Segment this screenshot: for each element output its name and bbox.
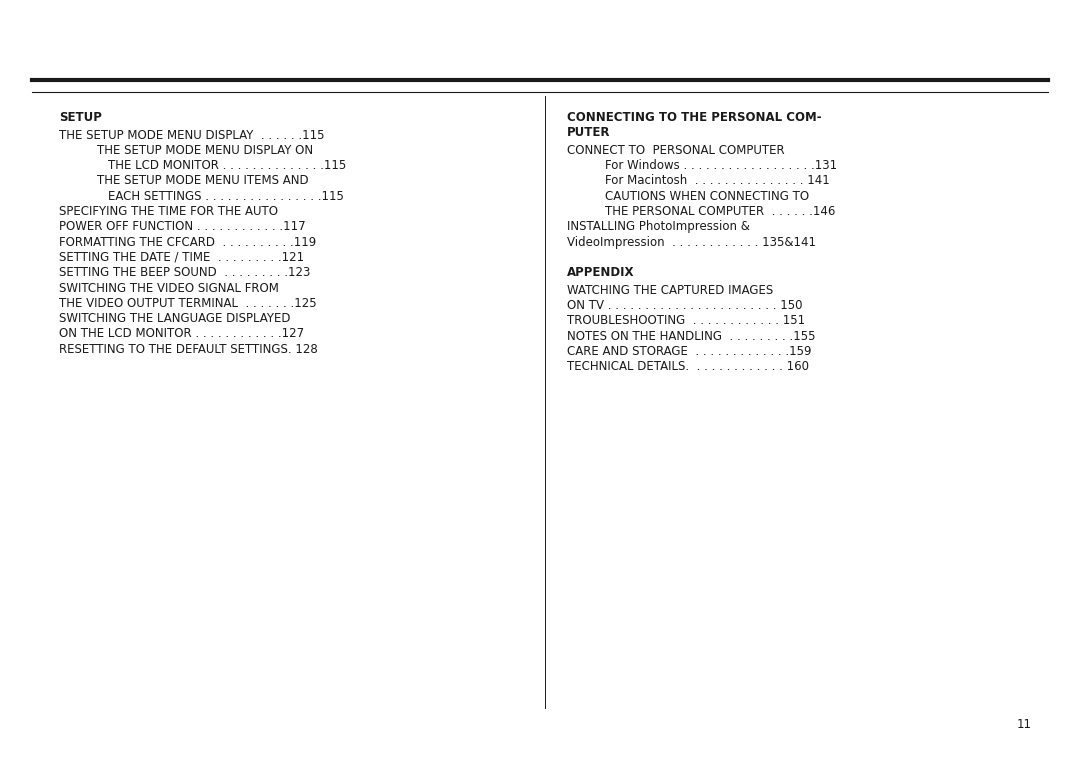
Text: ON THE LCD MONITOR . . . . . . . . . . . .127: ON THE LCD MONITOR . . . . . . . . . . .… [59, 327, 305, 340]
Text: POWER OFF FUNCTION . . . . . . . . . . . .117: POWER OFF FUNCTION . . . . . . . . . . .… [59, 220, 306, 233]
Text: EACH SETTINGS . . . . . . . . . . . . . . . .115: EACH SETTINGS . . . . . . . . . . . . . … [108, 190, 343, 203]
Text: SETUP: SETUP [59, 111, 103, 124]
Text: WATCHING THE CAPTURED IMAGES: WATCHING THE CAPTURED IMAGES [567, 284, 773, 297]
Text: CONNECTING TO THE PERSONAL COM-: CONNECTING TO THE PERSONAL COM- [567, 111, 822, 124]
Text: THE SETUP MODE MENU DISPLAY  . . . . . .115: THE SETUP MODE MENU DISPLAY . . . . . .1… [59, 129, 325, 142]
Text: TROUBLESHOOTING  . . . . . . . . . . . . 151: TROUBLESHOOTING . . . . . . . . . . . . … [567, 314, 805, 327]
Text: INSTALLING PhotoImpression &: INSTALLING PhotoImpression & [567, 220, 750, 233]
Text: 11: 11 [1016, 718, 1031, 731]
Text: APPENDIX: APPENDIX [567, 266, 635, 279]
Text: SETTING THE DATE / TIME  . . . . . . . . .121: SETTING THE DATE / TIME . . . . . . . . … [59, 251, 305, 264]
Text: FORMATTING THE CFCARD  . . . . . . . . . .119: FORMATTING THE CFCARD . . . . . . . . . … [59, 236, 316, 249]
Text: PUTER: PUTER [567, 126, 610, 139]
Text: TECHNICAL DETAILS.  . . . . . . . . . . . . 160: TECHNICAL DETAILS. . . . . . . . . . . .… [567, 360, 809, 373]
Text: SPECIFYING THE TIME FOR THE AUTO: SPECIFYING THE TIME FOR THE AUTO [59, 205, 279, 218]
Text: CONNECT TO  PERSONAL COMPUTER: CONNECT TO PERSONAL COMPUTER [567, 144, 785, 157]
Text: CARE AND STORAGE  . . . . . . . . . . . . .159: CARE AND STORAGE . . . . . . . . . . . .… [567, 345, 811, 358]
Text: ON TV . . . . . . . . . . . . . . . . . . . . . . . 150: ON TV . . . . . . . . . . . . . . . . . … [567, 299, 802, 312]
Text: RESETTING TO THE DEFAULT SETTINGS. 128: RESETTING TO THE DEFAULT SETTINGS. 128 [59, 343, 319, 356]
Text: For Macintosh  . . . . . . . . . . . . . . . 141: For Macintosh . . . . . . . . . . . . . … [605, 174, 829, 187]
Text: THE SETUP MODE MENU DISPLAY ON: THE SETUP MODE MENU DISPLAY ON [97, 144, 313, 157]
Text: For Windows . . . . . . . . . . . . . . . . . .131: For Windows . . . . . . . . . . . . . . … [605, 159, 837, 172]
Text: VideoImpression  . . . . . . . . . . . . 135&141: VideoImpression . . . . . . . . . . . . … [567, 236, 816, 249]
Text: THE PERSONAL COMPUTER  . . . . . .146: THE PERSONAL COMPUTER . . . . . .146 [605, 205, 835, 218]
Text: SETTING THE BEEP SOUND  . . . . . . . . .123: SETTING THE BEEP SOUND . . . . . . . . .… [59, 266, 311, 279]
Text: NOTES ON THE HANDLING  . . . . . . . . .155: NOTES ON THE HANDLING . . . . . . . . .1… [567, 330, 815, 343]
Text: THE SETUP MODE MENU ITEMS AND: THE SETUP MODE MENU ITEMS AND [97, 174, 309, 187]
Text: THE LCD MONITOR . . . . . . . . . . . . . .115: THE LCD MONITOR . . . . . . . . . . . . … [108, 159, 347, 172]
Text: SWITCHING THE LANGUAGE DISPLAYED: SWITCHING THE LANGUAGE DISPLAYED [59, 312, 291, 325]
Text: CAUTIONS WHEN CONNECTING TO: CAUTIONS WHEN CONNECTING TO [605, 190, 809, 203]
Text: SWITCHING THE VIDEO SIGNAL FROM: SWITCHING THE VIDEO SIGNAL FROM [59, 282, 280, 295]
Text: THE VIDEO OUTPUT TERMINAL  . . . . . . .125: THE VIDEO OUTPUT TERMINAL . . . . . . .1… [59, 297, 318, 310]
